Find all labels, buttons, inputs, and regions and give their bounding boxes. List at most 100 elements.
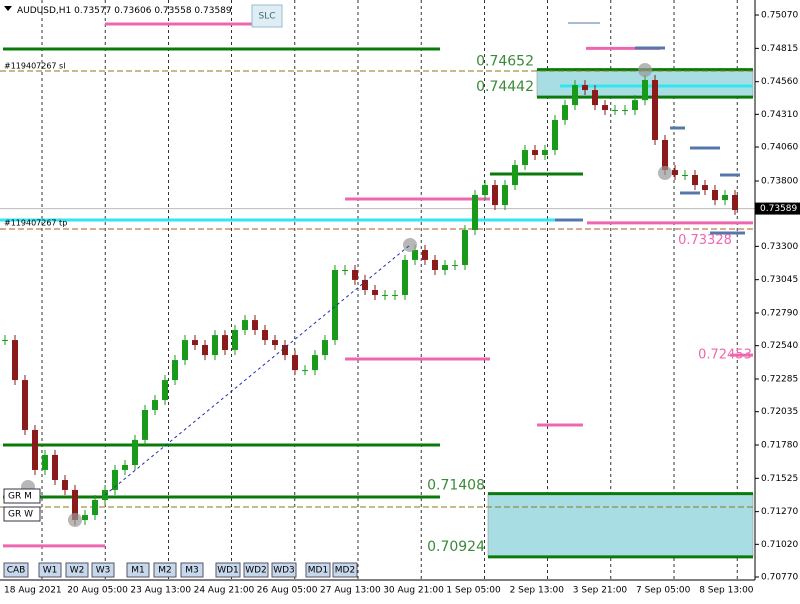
candle-body bbox=[672, 170, 678, 175]
button-label[interactable]: W2 bbox=[70, 566, 85, 576]
time-label: 1 Sep 05:00 bbox=[446, 586, 501, 596]
marker bbox=[638, 63, 652, 77]
candle-body bbox=[142, 409, 148, 440]
zone-bottom-label: 0.70924 bbox=[427, 539, 485, 555]
candle-body bbox=[122, 464, 128, 470]
button-label[interactable]: MD1 bbox=[308, 566, 328, 576]
button-label[interactable]: W1 bbox=[43, 566, 58, 576]
price-label: 0.73328 bbox=[678, 233, 732, 248]
candle-body bbox=[512, 165, 518, 186]
candle-body bbox=[522, 150, 528, 166]
button-label[interactable]: CAB bbox=[7, 566, 26, 576]
y-tick-label: 0.74560 bbox=[761, 77, 798, 87]
candle-body bbox=[302, 370, 308, 372]
candle-body bbox=[182, 340, 188, 361]
y-tick-label: 0.71270 bbox=[761, 507, 798, 517]
button[interactable] bbox=[243, 562, 269, 578]
candle-body bbox=[422, 250, 428, 260]
button[interactable] bbox=[126, 562, 150, 578]
candle-body bbox=[592, 90, 598, 106]
y-tick-label: 0.72540 bbox=[761, 341, 798, 351]
button-label[interactable]: W3 bbox=[96, 566, 111, 576]
candle-body bbox=[192, 340, 198, 346]
button[interactable] bbox=[215, 562, 241, 578]
button[interactable] bbox=[180, 562, 204, 578]
y-tick-label: 0.71780 bbox=[761, 440, 798, 450]
button-label[interactable]: MD2 bbox=[335, 566, 355, 576]
button[interactable] bbox=[65, 562, 89, 578]
button-label[interactable]: WD3 bbox=[273, 566, 295, 576]
candle-body bbox=[42, 454, 48, 470]
time-label: 2 Sep 13:00 bbox=[510, 586, 565, 596]
button-label[interactable]: M3 bbox=[185, 566, 199, 576]
candle-body bbox=[372, 290, 378, 295]
candle-body bbox=[652, 79, 658, 140]
zone-top-label: 0.71408 bbox=[427, 478, 485, 494]
candle-body bbox=[342, 270, 348, 272]
button[interactable] bbox=[153, 562, 177, 578]
current-price-label: 0.73589 bbox=[760, 204, 797, 214]
price-axis-panel bbox=[755, 0, 800, 580]
candle-body bbox=[112, 469, 118, 490]
current-price-box bbox=[755, 202, 800, 215]
candle-body bbox=[22, 380, 28, 430]
button[interactable] bbox=[91, 562, 115, 578]
button-label[interactable]: WD2 bbox=[245, 566, 267, 576]
time-label: 24 Aug 21:00 bbox=[194, 586, 255, 596]
candle-body bbox=[262, 329, 268, 341]
candle-body bbox=[602, 105, 608, 111]
time-label: 30 Aug 21:00 bbox=[383, 586, 444, 596]
marker bbox=[68, 513, 82, 527]
button[interactable] bbox=[305, 562, 331, 578]
y-tick-label: 0.73300 bbox=[761, 242, 798, 252]
time-label: 18 Aug 2021 bbox=[4, 586, 62, 596]
menu-arrow[interactable] bbox=[4, 6, 12, 11]
time-label: 23 Aug 13:00 bbox=[130, 586, 191, 596]
y-tick-label: 0.71525 bbox=[761, 474, 798, 484]
header-field: 0.73558 bbox=[154, 6, 191, 16]
candle-body bbox=[232, 329, 238, 350]
y-tick-label: 0.74815 bbox=[761, 44, 798, 54]
group-label[interactable]: GR W bbox=[8, 510, 33, 520]
slc-button-label[interactable]: SLC bbox=[258, 12, 275, 22]
button[interactable] bbox=[3, 562, 29, 578]
group-box[interactable] bbox=[3, 506, 41, 522]
y-tick-label: 0.74060 bbox=[761, 143, 798, 153]
candle-body bbox=[682, 174, 688, 176]
candle-body bbox=[532, 150, 538, 155]
candle-body bbox=[582, 85, 588, 91]
button-label[interactable]: M2 bbox=[158, 566, 172, 576]
candle-body bbox=[542, 150, 548, 155]
group-label[interactable]: GR M bbox=[8, 492, 32, 502]
candle-body bbox=[362, 279, 368, 290]
time-label: 7 Sep 05:00 bbox=[636, 586, 691, 596]
button[interactable] bbox=[38, 562, 62, 578]
slc-button[interactable] bbox=[251, 4, 283, 28]
candle-body bbox=[632, 100, 638, 111]
candle-body bbox=[712, 190, 718, 201]
candle-body bbox=[432, 259, 438, 271]
time-label: 8 Sep 13:00 bbox=[699, 586, 754, 596]
button[interactable] bbox=[332, 562, 358, 578]
candle-body bbox=[552, 119, 558, 151]
candle-body bbox=[612, 110, 618, 112]
candle-body bbox=[392, 294, 398, 296]
button-label[interactable]: WD1 bbox=[217, 566, 239, 576]
group-box[interactable] bbox=[3, 488, 41, 504]
header-field: AUDUSD,H1 bbox=[17, 6, 71, 16]
candle-body bbox=[2, 340, 8, 342]
y-tick-label: 0.72285 bbox=[761, 374, 798, 384]
candle-body bbox=[132, 439, 138, 465]
button-label[interactable]: M1 bbox=[131, 566, 145, 576]
time-label: 20 Aug 05:00 bbox=[67, 586, 128, 596]
candle-body bbox=[252, 320, 258, 330]
button[interactable] bbox=[271, 562, 297, 578]
candle-body bbox=[292, 355, 298, 371]
candle-body bbox=[32, 429, 38, 470]
candle-body bbox=[332, 270, 338, 341]
candle-body bbox=[92, 500, 98, 516]
candle-body bbox=[312, 355, 318, 371]
candle-body bbox=[442, 265, 448, 271]
